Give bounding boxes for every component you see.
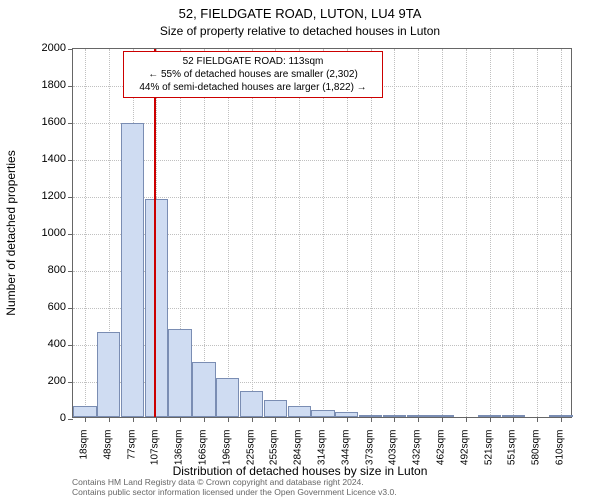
y-tick-mark [68, 271, 73, 272]
x-tick-mark [204, 417, 205, 422]
y-tick-mark [68, 197, 73, 198]
bar [73, 406, 96, 417]
bar [97, 332, 120, 417]
y-tick-label: 0 [26, 412, 66, 424]
bar [145, 199, 168, 417]
x-tick-mark [442, 417, 443, 422]
gridline-h [73, 123, 571, 124]
x-tick-mark [466, 417, 467, 422]
gridline-v [418, 49, 419, 417]
gridline-v [85, 49, 86, 417]
y-tick-label: 1400 [26, 153, 66, 165]
bar [240, 391, 263, 417]
y-tick-label: 200 [26, 375, 66, 387]
y-tick-label: 400 [26, 338, 66, 350]
y-tick-mark [68, 345, 73, 346]
x-tick-mark [347, 417, 348, 422]
x-tick-mark [394, 417, 395, 422]
bar [192, 362, 215, 418]
gridline-v [275, 49, 276, 417]
gridline-v [466, 49, 467, 417]
gridline-v [252, 49, 253, 417]
bar [311, 410, 334, 417]
bar [335, 412, 358, 417]
x-tick-mark [275, 417, 276, 422]
x-tick-mark [371, 417, 372, 422]
y-tick-mark [68, 160, 73, 161]
plot-area: 52 FIELDGATE ROAD: 113sqm← 55% of detach… [72, 48, 572, 418]
chart-container: { "title": "52, FIELDGATE ROAD, LUTON, L… [0, 0, 600, 500]
annotation-box: 52 FIELDGATE ROAD: 113sqm← 55% of detach… [123, 51, 383, 98]
gridline-v [442, 49, 443, 417]
bar [264, 400, 287, 417]
bar [478, 415, 501, 417]
x-tick-mark [537, 417, 538, 422]
annotation-line: 44% of semi-detached houses are larger (… [130, 81, 376, 94]
bar [383, 415, 406, 417]
gridline-v [537, 49, 538, 417]
bar [216, 378, 239, 417]
gridline-v [371, 49, 372, 417]
attribution-text: Contains HM Land Registry data © Crown c… [72, 478, 397, 498]
x-tick-mark [156, 417, 157, 422]
bar [359, 415, 382, 417]
x-tick-mark [561, 417, 562, 422]
x-tick-mark [323, 417, 324, 422]
y-tick-mark [68, 49, 73, 50]
y-tick-label: 800 [26, 264, 66, 276]
x-tick-mark [228, 417, 229, 422]
bar [430, 415, 453, 417]
chart-title: 52, FIELDGATE ROAD, LUTON, LU4 9TA [0, 6, 600, 21]
annotation-line: ← 55% of detached houses are smaller (2,… [130, 68, 376, 81]
y-tick-label: 1000 [26, 227, 66, 239]
y-tick-mark [68, 308, 73, 309]
gridline-v [347, 49, 348, 417]
attribution-line: Contains public sector information licen… [72, 488, 397, 498]
annotation-line: 52 FIELDGATE ROAD: 113sqm [130, 55, 376, 68]
x-tick-mark [180, 417, 181, 422]
y-tick-mark [68, 419, 73, 420]
gridline-v [299, 49, 300, 417]
gridline-v [323, 49, 324, 417]
x-tick-mark [252, 417, 253, 422]
gridline-v [394, 49, 395, 417]
gridline-v [561, 49, 562, 417]
bar [549, 415, 572, 417]
y-axis-label: Number of detached properties [4, 150, 18, 315]
y-tick-mark [68, 123, 73, 124]
y-tick-label: 2000 [26, 42, 66, 54]
bar [121, 123, 144, 417]
x-tick-mark [490, 417, 491, 422]
y-tick-mark [68, 382, 73, 383]
y-tick-label: 1200 [26, 190, 66, 202]
gridline-v [513, 49, 514, 417]
property-marker-line [154, 49, 156, 417]
y-tick-mark [68, 234, 73, 235]
x-axis-label: Distribution of detached houses by size … [0, 464, 600, 478]
y-tick-label: 1800 [26, 79, 66, 91]
gridline-v [228, 49, 229, 417]
y-tick-label: 600 [26, 301, 66, 313]
x-tick-mark [299, 417, 300, 422]
bar [168, 329, 191, 417]
bar [288, 406, 311, 417]
y-tick-mark [68, 86, 73, 87]
gridline-v [490, 49, 491, 417]
x-tick-mark [513, 417, 514, 422]
bar [502, 415, 525, 417]
gridline-h [73, 160, 571, 161]
x-tick-mark [133, 417, 134, 422]
y-tick-label: 1600 [26, 116, 66, 128]
x-tick-mark [418, 417, 419, 422]
bar [407, 415, 430, 417]
x-tick-mark [85, 417, 86, 422]
x-tick-mark [109, 417, 110, 422]
chart-subtitle: Size of property relative to detached ho… [0, 24, 600, 38]
